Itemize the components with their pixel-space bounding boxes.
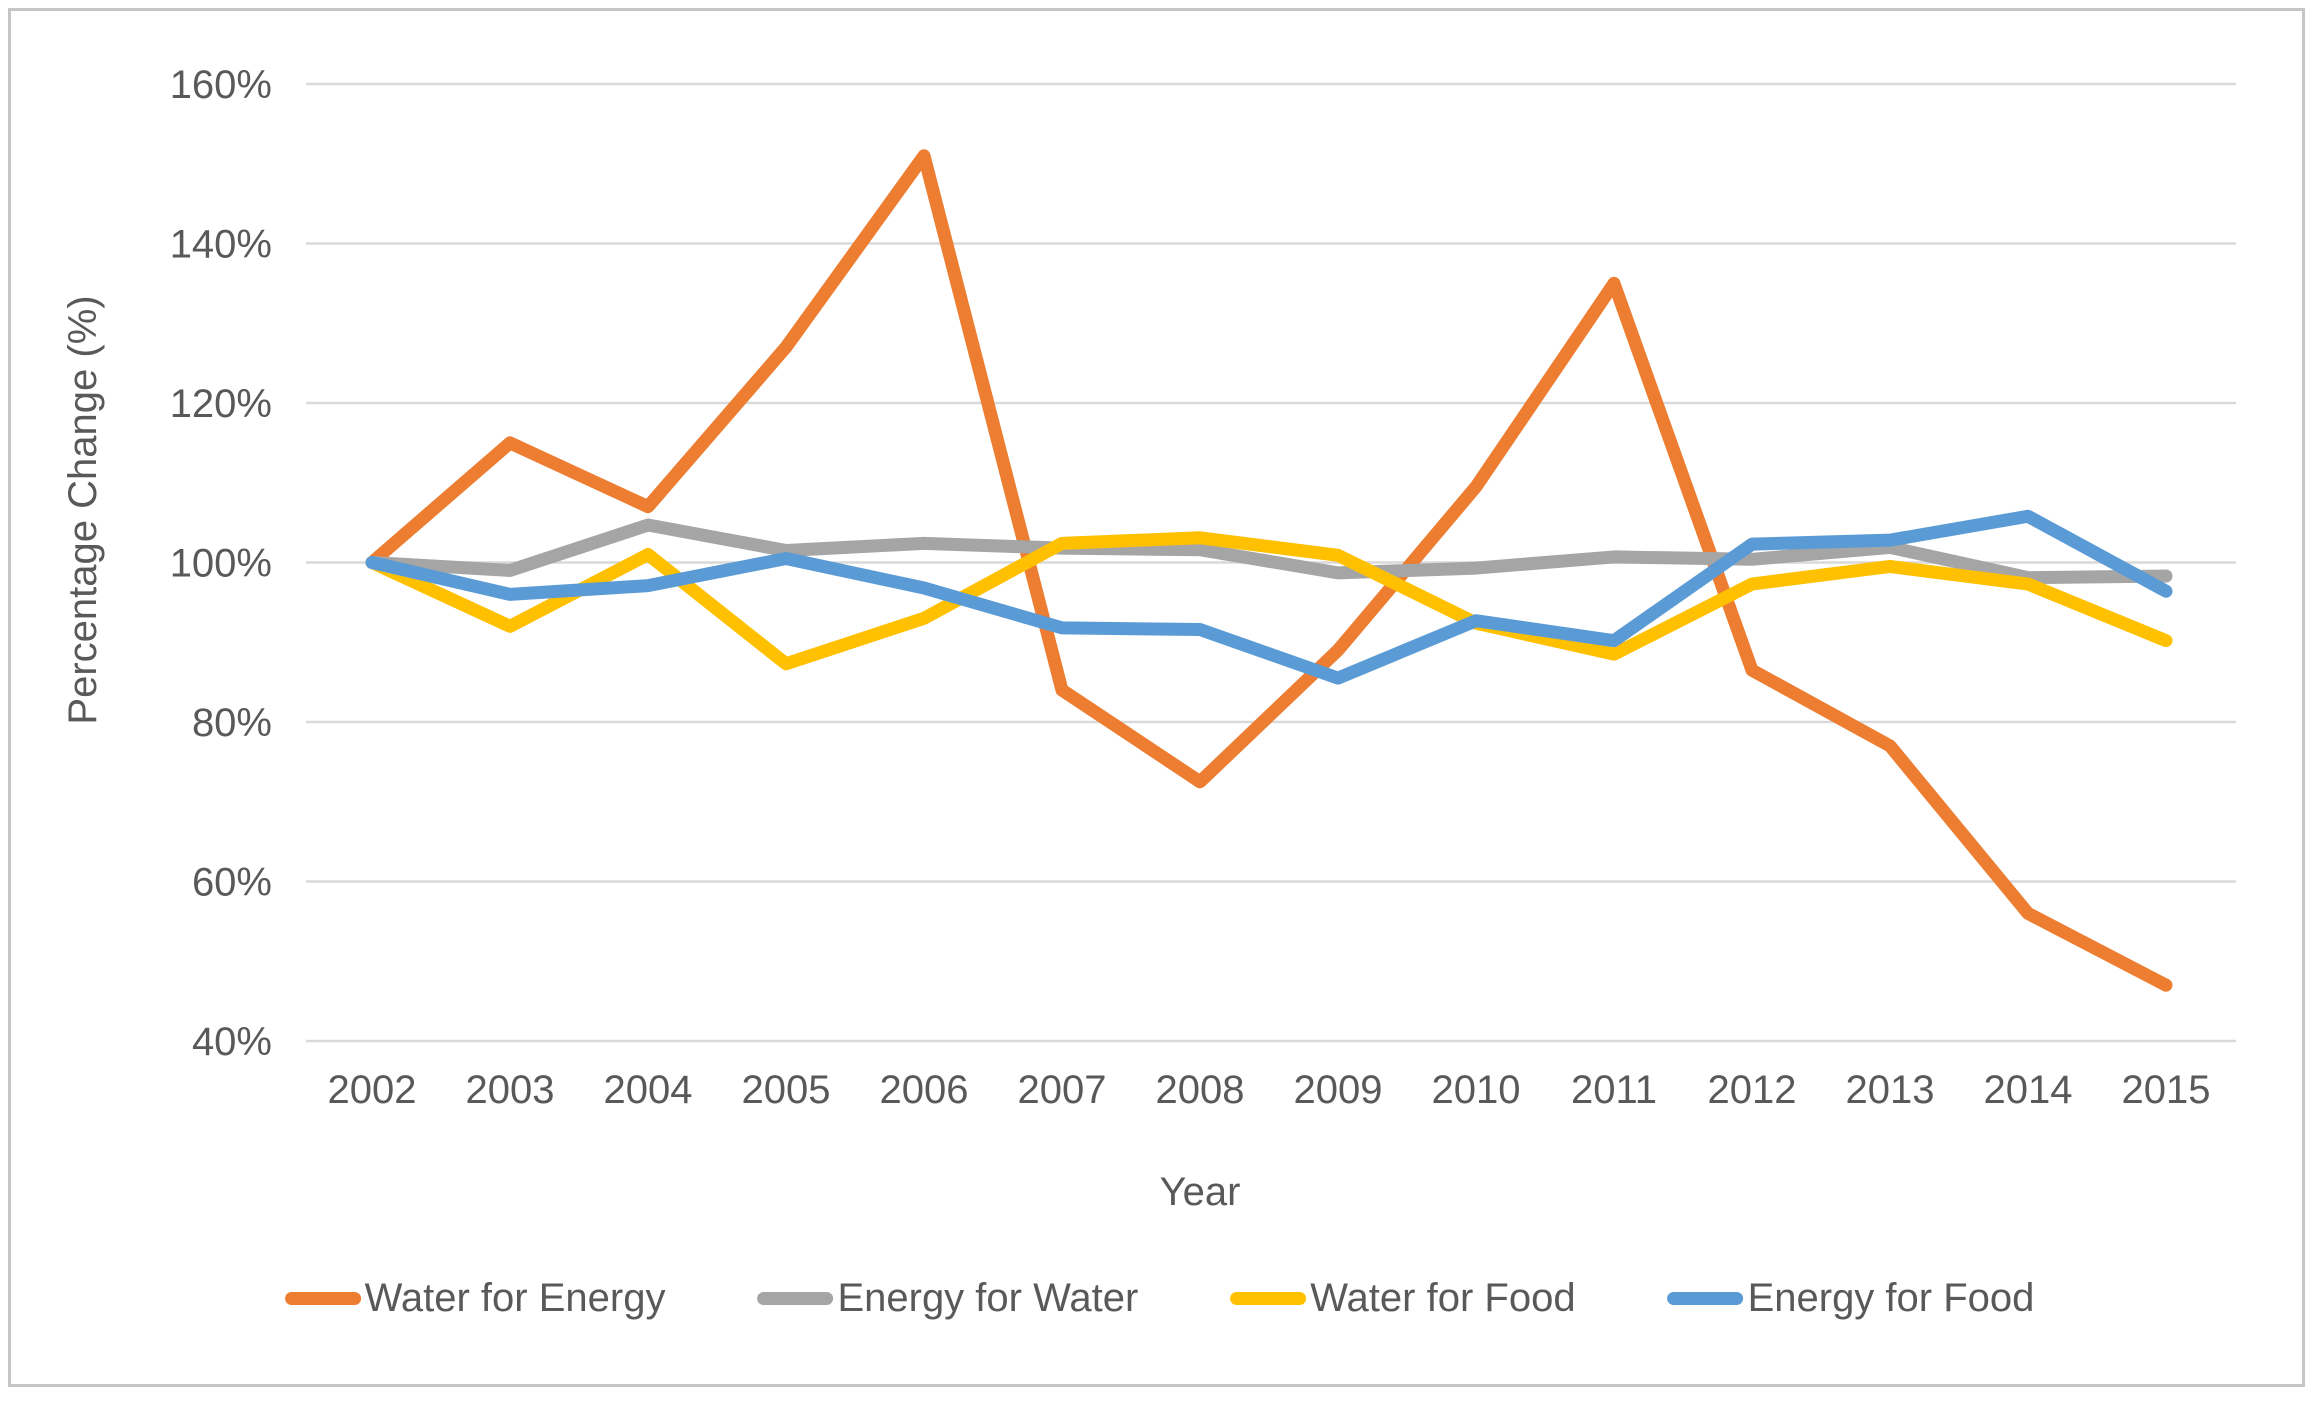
legend-swatch-water-for-food xyxy=(1230,1291,1307,1305)
x-tick-label: 2002 xyxy=(328,1068,417,1112)
legend-label-energy-for-food: Energy for Food xyxy=(1747,1276,2035,1320)
x-tick-label: 2006 xyxy=(880,1068,969,1112)
y-tick-label: 120% xyxy=(170,382,272,426)
x-axis-title: Year xyxy=(1160,1170,1241,1214)
y-tick-label: 100% xyxy=(170,542,272,586)
legend-item-energy-for-water: Energy for Water xyxy=(757,1276,1138,1320)
x-tick-label: 2003 xyxy=(466,1068,555,1112)
legend-item-water-for-energy: Water for Energy xyxy=(284,1276,666,1320)
legend-label-water-for-food: Water for Food xyxy=(1310,1276,1576,1320)
x-tick-label: 2012 xyxy=(1708,1068,1797,1112)
x-tick-label: 2004 xyxy=(604,1068,693,1112)
series-line-water-for-food xyxy=(365,531,2173,671)
legend-swatch-energy-for-water xyxy=(757,1291,834,1305)
x-tick-label: 2009 xyxy=(1294,1068,1383,1112)
x-tick-label: 2010 xyxy=(1432,1068,1521,1112)
x-tick-label: 2013 xyxy=(1846,1068,1935,1112)
x-tick-label: 2015 xyxy=(2122,1068,2211,1112)
legend-label-energy-for-water: Energy for Water xyxy=(837,1276,1139,1320)
x-tick-label: 2011 xyxy=(1571,1068,1657,1112)
y-tick-label: 160% xyxy=(170,63,272,107)
x-axis-tick-labels: 2002 2003 2004 2005 2006 2007 2008 2009 2010 2011… xyxy=(328,1068,2211,1112)
y-tick-label: 40% xyxy=(192,1020,272,1064)
legend-label-water-for-energy: Water for Energy xyxy=(364,1276,666,1320)
x-tick-label: 2008 xyxy=(1156,1068,1245,1112)
x-tick-label: 2007 xyxy=(1018,1068,1107,1112)
legend-item-energy-for-food: Energy for Food xyxy=(1667,1276,2035,1320)
series-lines xyxy=(365,149,2173,992)
x-tick-label: 2005 xyxy=(742,1068,831,1112)
series-line-energy-for-food xyxy=(365,509,2173,685)
y-tick-label: 80% xyxy=(192,701,272,745)
chart-figure-border xyxy=(8,8,2305,1387)
series-line-energy-for-water xyxy=(365,518,2173,585)
y-tick-label: 60% xyxy=(192,861,272,905)
legend-item-water-for-food: Water for Food xyxy=(1230,1276,1576,1320)
legend-swatch-water-for-energy xyxy=(284,1291,361,1305)
y-tick-label: 140% xyxy=(170,223,272,267)
legend: Water for Energy Energy for Water Water fo… xyxy=(284,1276,2035,1320)
legend-swatch-energy-for-food xyxy=(1667,1291,1744,1305)
y-axis-title: Percentage Change (%) xyxy=(61,295,105,724)
x-tick-label: 2014 xyxy=(1984,1068,2073,1112)
series-line-water-for-energy xyxy=(365,149,2173,992)
y-axis-tick-labels: 40% 60% 80% 100% 120% 140% 160% xyxy=(170,63,272,1064)
gridlines xyxy=(306,82,2236,1043)
